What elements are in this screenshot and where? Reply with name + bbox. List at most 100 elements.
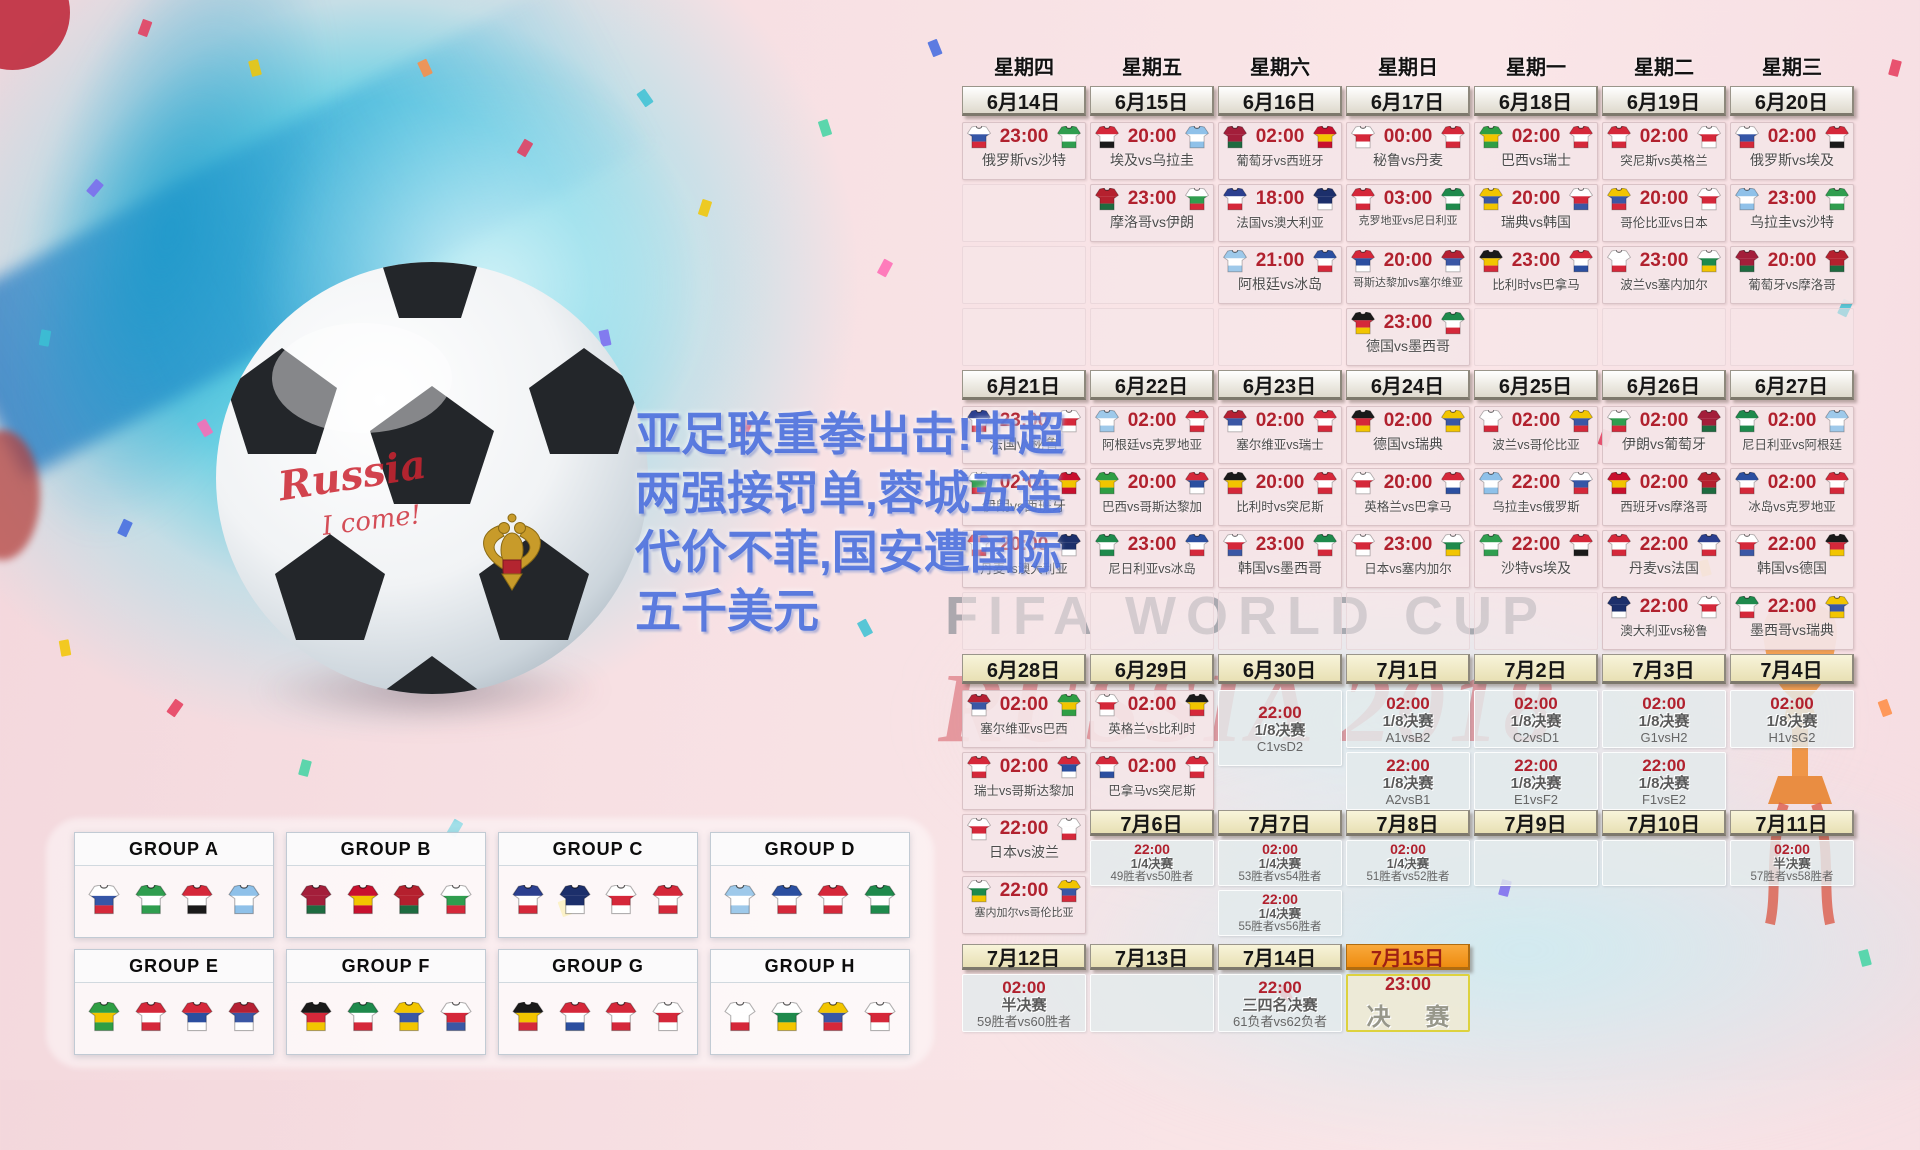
match-teams: 伊朗vs葡萄牙 <box>1622 435 1706 452</box>
jersey-icon <box>1696 596 1721 619</box>
match-row: 23:00 <box>1347 309 1469 335</box>
empty-cell <box>962 184 1086 242</box>
round-label: 1/8决赛 <box>1254 721 1306 739</box>
match-time: 18:00 <box>1255 188 1305 210</box>
jersey-icon <box>1440 472 1465 495</box>
match-row: 20:00 <box>1347 247 1469 273</box>
knockout-cell: 22:00 三四名决赛 61负者vs62负者 <box>1218 974 1342 1032</box>
match-teams: 波兰vs塞内加尔 <box>1620 277 1708 292</box>
jersey-icon <box>1056 694 1081 717</box>
match-teams: 塞尔维亚vs瑞士 <box>1236 437 1324 452</box>
jersey-icon <box>1312 472 1337 495</box>
jersey-icon <box>1094 534 1120 557</box>
jersey-icon <box>135 885 167 915</box>
match-cell: 23:00 比利时vs巴拿马 <box>1474 246 1598 304</box>
match-cell: 22:00 丹麦vs法国 <box>1602 530 1726 588</box>
match-teams: E1vsF2 <box>1513 791 1559 807</box>
date-header: 7月13日 <box>1090 944 1214 970</box>
confetti-piece <box>927 38 943 58</box>
match-cell: 22:00 沙特vs埃及 <box>1474 530 1598 588</box>
jersey-icon <box>1312 126 1337 149</box>
match-cell: 23:00 法国vs秘鲁 <box>962 406 1086 464</box>
match-row: 20:00 <box>1603 185 1725 211</box>
jersey-icon <box>1824 188 1849 211</box>
jersey-icon <box>1350 312 1376 335</box>
jersey-icon <box>1222 410 1248 433</box>
match-teams: 秘鲁vs丹麦 <box>1373 151 1443 168</box>
jersey-icon <box>1312 250 1337 273</box>
match-teams: 巴拿马vs突尼斯 <box>1108 783 1196 798</box>
knockout-cell: 22:00 1/8决赛 F1vsE2 <box>1602 752 1726 810</box>
empty-cell <box>1474 308 1598 366</box>
jersey-icon <box>88 885 120 915</box>
match-row: 23:00 <box>1475 247 1597 273</box>
match-teams: 49胜者vs50胜者 <box>1110 871 1194 883</box>
group-jerseys <box>711 866 909 934</box>
match-cell: 02:00 葡萄牙vs西班牙 <box>1218 122 1342 180</box>
jersey-icon <box>1440 188 1465 211</box>
jersey-icon <box>1184 126 1209 149</box>
match-teams: 法国vs秘鲁 <box>989 435 1059 452</box>
match-cell: 22:00 日本vs波兰 <box>962 814 1086 872</box>
round-label: 1/8决赛 <box>1510 712 1562 730</box>
match-teams: C2vsD1 <box>1512 729 1560 745</box>
empty-cell <box>962 246 1086 304</box>
jersey-icon <box>966 756 992 779</box>
match-row: 02:00 <box>1731 123 1853 149</box>
match-time: 20:00 <box>1383 250 1433 272</box>
jersey-icon <box>559 1002 591 1032</box>
match-row: 23:00 <box>1731 185 1853 211</box>
group-box-h: GROUP H <box>710 949 910 1055</box>
match-cell: 23:00 尼日利亚vs冰岛 <box>1090 530 1214 588</box>
jersey-icon <box>817 1002 849 1032</box>
jersey-icon <box>724 1002 756 1032</box>
match-cell: 20:00 巴西vs哥斯达黎加 <box>1090 468 1214 526</box>
match-time: 02:00 <box>1127 410 1177 432</box>
jersey-icon <box>1056 126 1081 149</box>
match-teams: 葡萄牙vs西班牙 <box>1236 153 1324 168</box>
date-header: 6月16日 <box>1218 86 1342 116</box>
match-time: 22:00 <box>1642 755 1686 775</box>
match-teams: 葡萄牙vs摩洛哥 <box>1748 277 1836 292</box>
date-header: 6月24日 <box>1346 370 1470 400</box>
match-teams: 伊朗vs西班牙 <box>982 497 1066 514</box>
jersey-icon <box>1568 410 1593 433</box>
jersey-icon <box>1222 472 1248 495</box>
match-teams: 英格兰vs比利时 <box>1108 721 1196 736</box>
match-time: 22:00 <box>1639 596 1689 618</box>
match-time: 02:00 <box>1639 472 1689 494</box>
match-row: 02:00 <box>1603 123 1725 149</box>
match-teams: 澳大利亚vs秘鲁 <box>1620 623 1708 638</box>
match-time: 02:00 <box>1642 693 1686 713</box>
match-row: 20:00 <box>1347 469 1469 495</box>
match-time: 20:00 <box>1511 188 1561 210</box>
round-label: 1/8决赛 <box>1766 712 1818 730</box>
match-teams: 61负者vs62负者 <box>1233 1013 1327 1029</box>
jersey-icon <box>1696 534 1721 557</box>
match-teams: 西班牙vs摩洛哥 <box>1620 499 1708 514</box>
knockout-cell: 22:00 1/8决赛 C1vsD2 <box>1218 690 1342 766</box>
match-time: 02:00 <box>1767 126 1817 148</box>
match-teams: 德国vs墨西哥 <box>1366 337 1450 354</box>
headline-line-1: 亚足联重拳出击!中超 <box>635 408 1065 460</box>
round-label: 三四名决赛 <box>1242 996 1318 1014</box>
empty-cell <box>1730 308 1854 366</box>
date-header: 7月3日 <box>1602 654 1726 684</box>
match-teams: 克罗地亚vs尼日利亚 <box>1358 214 1458 227</box>
match-cell: 20:00 哥斯达黎加vs塞尔维亚 <box>1346 246 1470 304</box>
jersey-icon <box>1824 534 1849 557</box>
match-time: 02:00 <box>1386 693 1430 713</box>
jersey-icon <box>1478 188 1504 211</box>
date-header: 7月8日 <box>1346 810 1470 836</box>
jersey-icon <box>1056 756 1081 779</box>
jersey-icon <box>1824 126 1849 149</box>
group-label: GROUP B <box>287 833 485 866</box>
jersey-icon <box>1440 250 1465 273</box>
match-time: 02:00 <box>999 756 1049 778</box>
jersey-icon <box>605 885 637 915</box>
match-row: 02:00 <box>1091 753 1213 779</box>
match-teams: 日本vs塞内加尔 <box>1364 561 1452 576</box>
jersey-icon <box>1734 534 1760 557</box>
empty-cell <box>1602 308 1726 366</box>
jersey-icon <box>1824 250 1849 273</box>
